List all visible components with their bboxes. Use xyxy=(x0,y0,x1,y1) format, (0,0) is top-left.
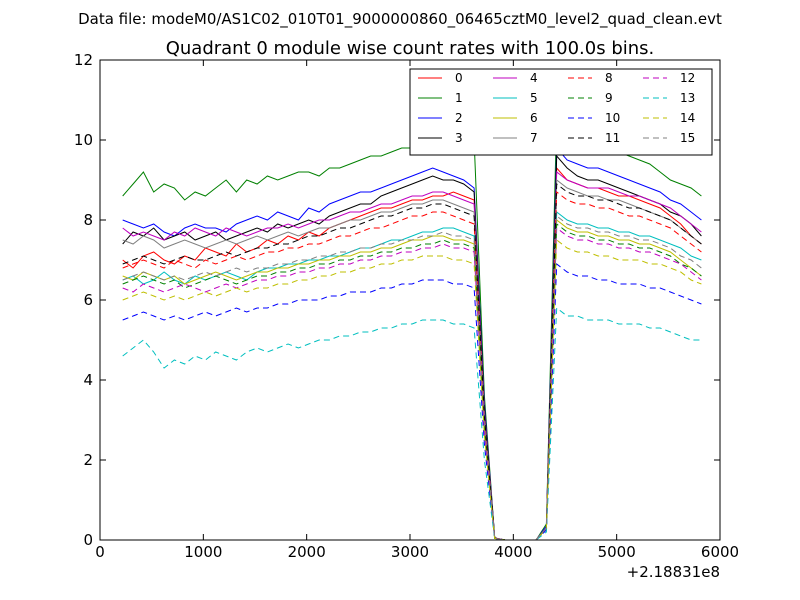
series-line-2 xyxy=(122,146,702,541)
series-line-3 xyxy=(122,154,702,541)
x-tick-label: 0 xyxy=(95,543,105,561)
y-tick-label: 6 xyxy=(83,291,93,309)
plot-lines xyxy=(122,114,702,541)
legend-label-14: 14 xyxy=(680,111,695,125)
legend-label-1: 1 xyxy=(455,91,463,105)
legend-label-9: 9 xyxy=(605,91,613,105)
series-line-8 xyxy=(122,191,702,541)
series-line-12 xyxy=(122,227,702,541)
x-axis: 0 1000 2000 3000 4000 5000 6000 xyxy=(95,60,739,561)
legend-label-5: 5 xyxy=(530,91,538,105)
x-tick-label: 2000 xyxy=(288,543,326,561)
y-tick-label: 8 xyxy=(83,211,93,229)
x-tick-label: 3000 xyxy=(391,543,429,561)
chart-title: Quadrant 0 module wise count rates with … xyxy=(166,38,655,59)
series-line-7 xyxy=(122,179,702,541)
series-line-11 xyxy=(122,183,702,541)
legend-label-3: 3 xyxy=(455,131,463,145)
x-tick-label: 5000 xyxy=(598,543,636,561)
legend-label-6: 6 xyxy=(530,111,538,125)
legend-label-2: 2 xyxy=(455,111,463,125)
series-line-10 xyxy=(122,263,702,541)
legend-label-15: 15 xyxy=(680,131,695,145)
legend-label-4: 4 xyxy=(530,71,538,85)
series-line-1 xyxy=(122,114,702,541)
series-line-0 xyxy=(122,166,702,541)
y-tick-label: 0 xyxy=(83,531,93,549)
series-line-5 xyxy=(122,211,702,541)
figure-suptitle: Data file: modeM0/AS1C02_010T01_90000008… xyxy=(78,10,722,29)
legend-label-8: 8 xyxy=(605,71,613,85)
series-line-9 xyxy=(122,223,702,541)
y-tick-label: 4 xyxy=(83,371,93,389)
legend-label-10: 10 xyxy=(605,111,620,125)
x-tick-label: 6000 xyxy=(701,543,739,561)
series-line-14 xyxy=(122,239,702,541)
legend-label-0: 0 xyxy=(455,71,463,85)
series-line-6 xyxy=(122,219,702,541)
x-tick-label: 1000 xyxy=(184,543,222,561)
x-tick-label: 4000 xyxy=(494,543,532,561)
y-tick-label: 2 xyxy=(83,451,93,469)
series-line-13 xyxy=(122,307,702,541)
legend-label-13: 13 xyxy=(680,91,695,105)
legend-label-7: 7 xyxy=(530,131,538,145)
series-line-4 xyxy=(122,171,702,541)
legend-label-11: 11 xyxy=(605,131,620,145)
series-line-15 xyxy=(122,215,702,541)
y-tick-label: 12 xyxy=(74,51,93,69)
legend-box xyxy=(409,68,713,156)
y-tick-label: 10 xyxy=(74,131,93,149)
x-offset-label: +2.18831e8 xyxy=(627,563,720,581)
legend-label-12: 12 xyxy=(680,71,695,85)
